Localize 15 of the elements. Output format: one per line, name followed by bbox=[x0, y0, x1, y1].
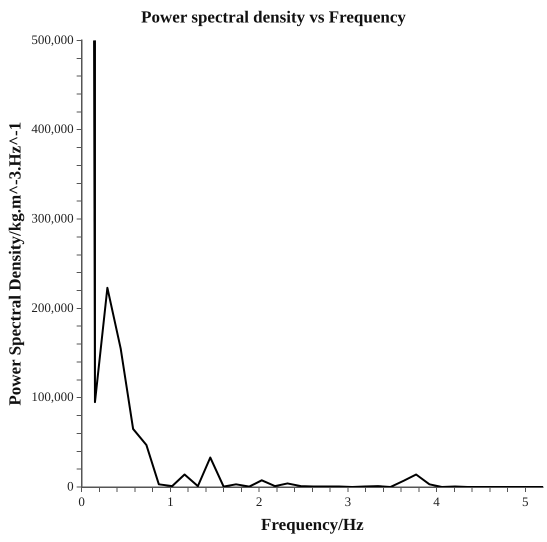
y-tick-label: 300,000 bbox=[31, 210, 74, 226]
y-tick-label: 400,000 bbox=[31, 121, 74, 136]
x-tick-label: 1 bbox=[167, 494, 174, 510]
y-tick-label: 200,000 bbox=[31, 300, 74, 315]
x-tick-label: 4 bbox=[433, 494, 440, 510]
y-tick-label: 0 bbox=[67, 478, 74, 494]
x-tick-label: 5 bbox=[522, 494, 529, 510]
y-axis-title: Power Spectral Density/kg.m^-3.Hz^-1 bbox=[6, 122, 25, 406]
chart-title: Power spectral density vs Frequency bbox=[141, 8, 406, 27]
y-tick-label: 500,000 bbox=[31, 32, 74, 47]
x-tick-label: 3 bbox=[344, 494, 352, 510]
x-tick-label: 2 bbox=[256, 494, 262, 510]
x-tick-label: 0 bbox=[78, 494, 85, 510]
y-tick-label: 100,000 bbox=[31, 389, 74, 404]
x-axis-title: Frequency/Hz bbox=[261, 515, 364, 534]
